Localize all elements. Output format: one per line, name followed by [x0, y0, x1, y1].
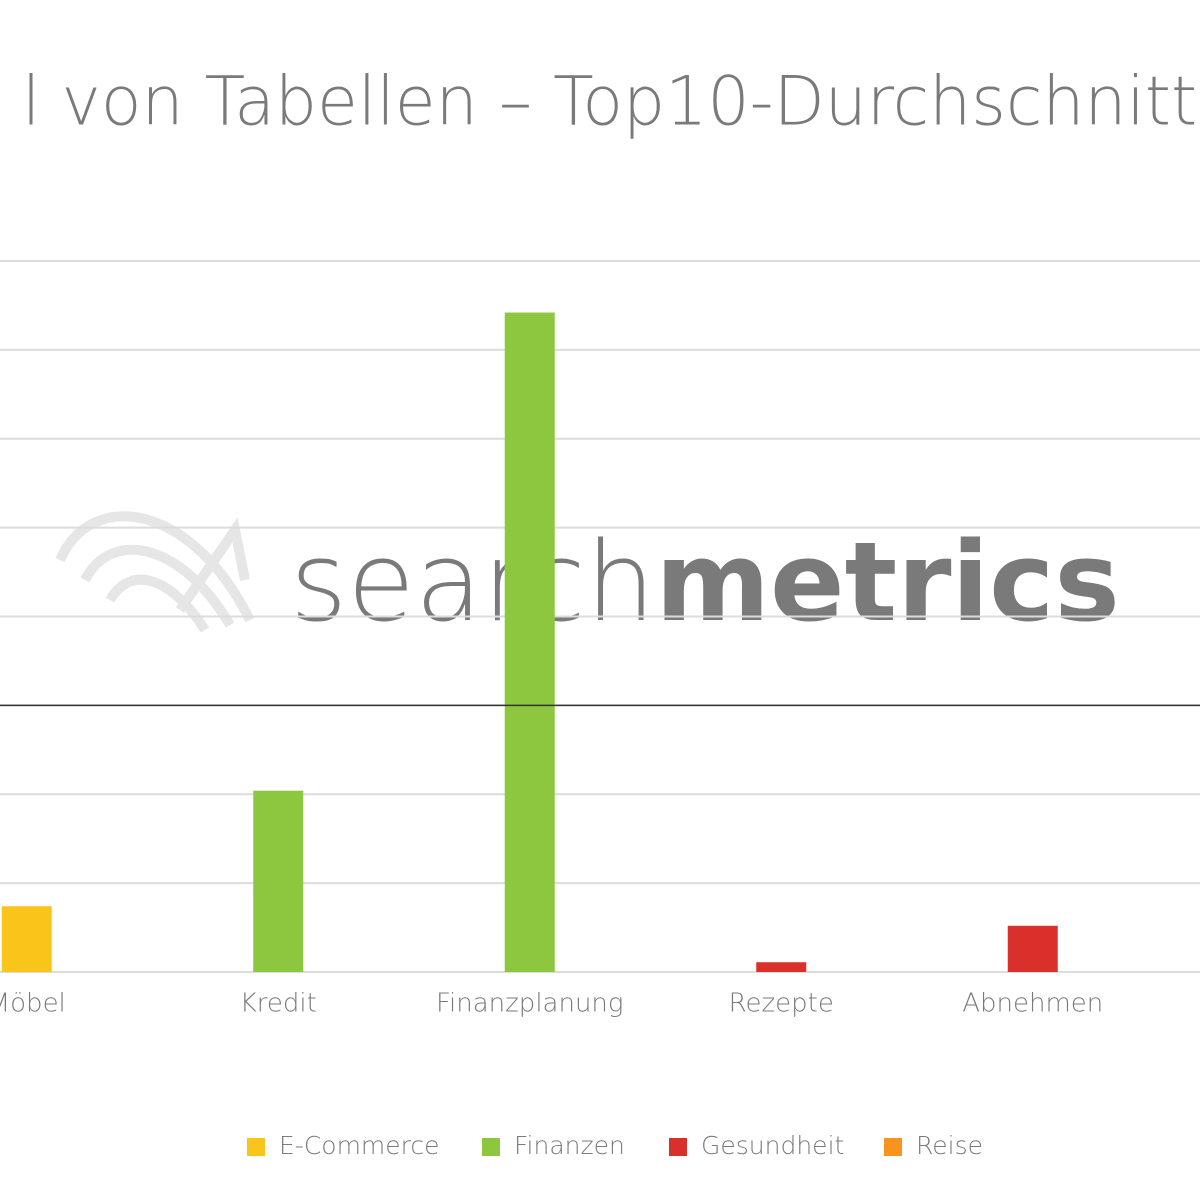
legend-swatch — [669, 1138, 687, 1156]
watermark-part: metrics — [655, 518, 1119, 646]
legend-swatch — [482, 1138, 500, 1156]
x-tick-label: Finanzplanung — [436, 989, 624, 1019]
watermark: searchmetrics — [290, 518, 1120, 646]
legend-label: Finanzen — [514, 1131, 625, 1160]
legend-label: E-Commerce — [279, 1131, 440, 1160]
legend-swatch — [247, 1138, 265, 1156]
chart-title: l von Tabellen – Top10-Durchschnitt — [22, 63, 1197, 142]
watermark-logo — [55, 511, 255, 633]
legend-label: Reise — [916, 1131, 983, 1160]
bar — [1007, 925, 1058, 972]
legend-swatch — [884, 1138, 902, 1156]
bar — [253, 790, 304, 972]
x-tick-label: Rezepte — [729, 989, 834, 1019]
bar — [756, 962, 807, 972]
bar — [504, 312, 555, 972]
x-tick-label: Abnehmen — [962, 989, 1103, 1019]
x-tick-label: Kredit — [240, 989, 317, 1019]
x-tick-label: Möbel — [0, 989, 66, 1019]
watermark-part: search — [290, 518, 655, 646]
legend-label: Gesundheit — [701, 1131, 844, 1160]
bar — [1, 906, 52, 972]
